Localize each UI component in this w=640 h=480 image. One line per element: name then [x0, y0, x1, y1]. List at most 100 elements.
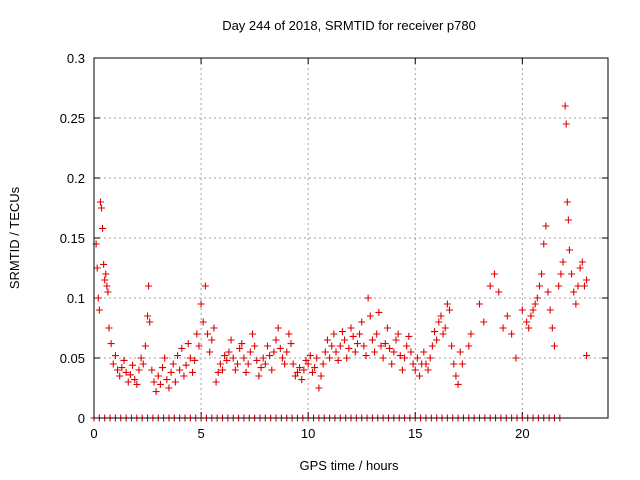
data-point [446, 306, 454, 314]
data-point [403, 342, 411, 350]
data-point [349, 332, 357, 340]
data-point [219, 366, 226, 374]
data-point [317, 372, 325, 380]
data-point [214, 368, 222, 376]
data-point [550, 342, 558, 350]
data-point [308, 368, 316, 376]
data-point [390, 348, 398, 356]
data-point [388, 360, 396, 368]
data-point [527, 312, 535, 320]
data-point [535, 282, 543, 290]
data-point [184, 340, 192, 348]
data-point [555, 282, 563, 290]
data-point [542, 222, 550, 230]
data-point [201, 282, 209, 290]
data-point [103, 282, 111, 290]
data-point [564, 216, 572, 224]
data-point [253, 356, 261, 364]
data-point [358, 318, 366, 326]
data-point [135, 366, 143, 374]
data-point [583, 276, 591, 284]
data-point [161, 354, 169, 362]
data-point [499, 324, 507, 332]
data-point [105, 324, 113, 332]
data-point [216, 360, 224, 368]
data-point [238, 340, 246, 348]
data-point [525, 324, 533, 332]
y-tick-label: 0.1 [67, 291, 85, 306]
data-point [546, 306, 554, 314]
data-point [409, 360, 417, 368]
data-point [197, 300, 205, 308]
data-point [120, 356, 128, 364]
data-point [144, 312, 152, 320]
data-point [274, 324, 282, 332]
data-point [122, 368, 130, 376]
y-tick-label: 0 [78, 411, 85, 426]
data-point [559, 258, 567, 266]
y-tick-label: 0.15 [60, 231, 85, 246]
data-point [96, 198, 104, 206]
data-point [212, 378, 220, 386]
data-point [531, 300, 539, 308]
data-point [371, 348, 379, 356]
data-point [561, 102, 569, 110]
data-point [572, 300, 580, 308]
data-point [263, 342, 271, 350]
data-point [583, 352, 591, 360]
data-point [231, 366, 239, 374]
data-point [304, 360, 312, 368]
data-point [319, 360, 327, 368]
data-point [291, 372, 299, 380]
data-point [191, 356, 199, 364]
data-point [298, 376, 306, 384]
data-point [233, 360, 241, 368]
data-point [240, 354, 248, 362]
data-point [356, 330, 364, 338]
data-point [223, 356, 231, 364]
data-point [101, 276, 109, 284]
data-point [99, 224, 107, 232]
data-point [94, 294, 102, 302]
data-point [426, 354, 434, 362]
data-point [287, 340, 295, 348]
data-point [565, 246, 573, 254]
data-point [381, 340, 389, 348]
data-point [285, 330, 293, 338]
data-point [448, 342, 456, 350]
data-point [328, 342, 336, 350]
data-point [270, 348, 278, 356]
data-point [165, 384, 173, 392]
plot-frame [93, 57, 609, 419]
data-point [405, 332, 413, 340]
chart-title: Day 244 of 2018, SRMTID for receiver p78… [222, 18, 476, 33]
y-tick-label: 0.05 [60, 351, 85, 366]
data-point [523, 318, 531, 326]
x-tick-label: 5 [197, 426, 204, 441]
data-point [379, 354, 387, 362]
data-point [313, 354, 321, 362]
data-point [178, 344, 186, 352]
data-point [248, 330, 256, 338]
data-point [186, 354, 194, 362]
data-point [146, 318, 154, 326]
data-point [570, 288, 578, 296]
data-point [311, 364, 319, 372]
data-point [467, 330, 475, 338]
data-point [109, 360, 117, 368]
data-point [199, 318, 207, 326]
data-point [206, 348, 214, 356]
axis-ticks: 0 0.05 0.1 0.15 0.2 0.25 0.3 0 5 10 15 20 [60, 51, 608, 441]
data-point [154, 372, 162, 380]
data-point [562, 120, 570, 128]
data-point [578, 258, 586, 266]
data-point [435, 318, 443, 326]
data-point [236, 344, 244, 352]
data-point [141, 342, 149, 350]
data-point [480, 318, 488, 326]
data-point [102, 270, 110, 278]
data-point [476, 300, 483, 308]
data-point [512, 354, 520, 362]
data-point [334, 356, 342, 364]
